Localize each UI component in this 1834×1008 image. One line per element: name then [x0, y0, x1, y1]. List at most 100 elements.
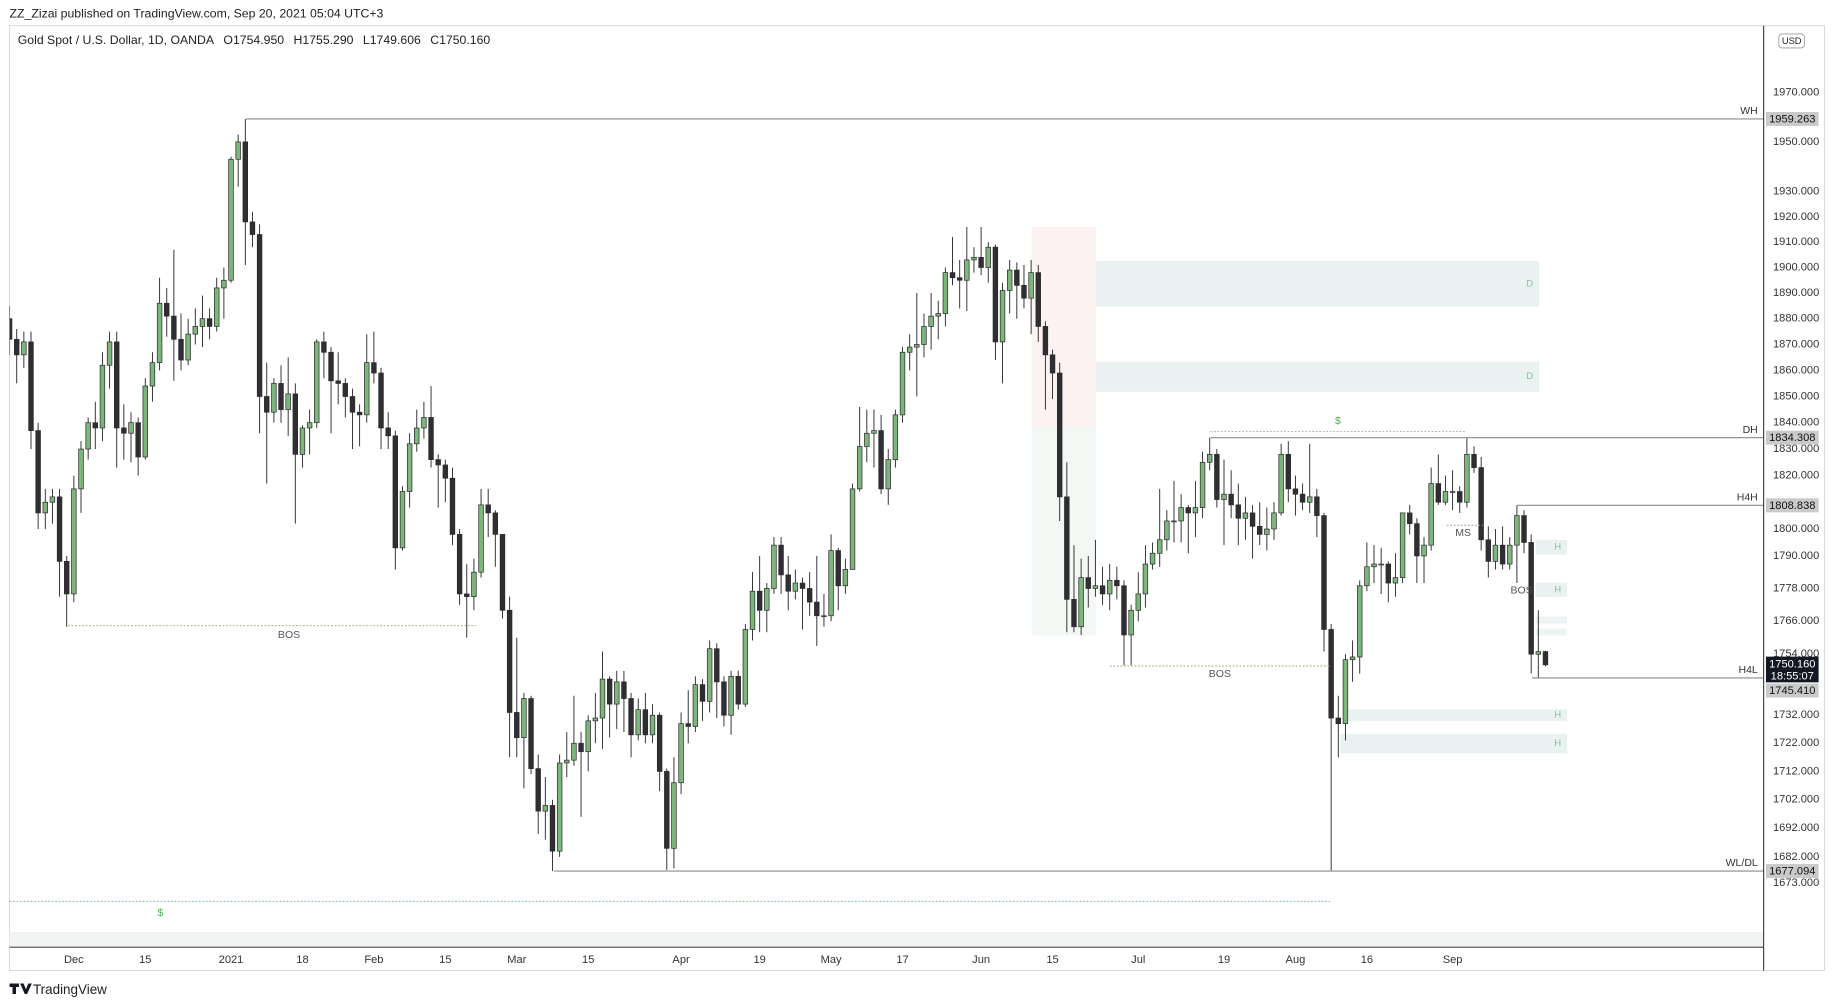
candle-body [28, 341, 34, 431]
x-tick-label: 16 [1361, 954, 1373, 966]
candle-body [1042, 326, 1049, 356]
candle-body [792, 582, 799, 592]
candle-body [228, 158, 234, 281]
x-tick-label: Jun [972, 954, 990, 966]
candle-body [142, 385, 148, 458]
x-tick-label: Dec [64, 954, 84, 966]
x-tick-label: Aug [1286, 954, 1306, 966]
candle-body [871, 430, 877, 434]
level-price-box [1765, 864, 1819, 879]
level-price-box [1765, 683, 1819, 698]
candle-body [1171, 520, 1177, 523]
candle-body [235, 141, 241, 160]
candle-body [635, 709, 641, 736]
candle-body [121, 427, 127, 434]
candle-body [885, 459, 891, 490]
candle-body [1128, 609, 1134, 636]
candle-body [1271, 512, 1277, 530]
x-tick-label: 2021 [219, 954, 244, 966]
zones: D D H H H H [1031, 226, 1568, 754]
candle-body [1378, 563, 1384, 566]
zone [1535, 616, 1568, 624]
candle-body [814, 601, 820, 617]
y-tick-label: 1860.000 [1773, 364, 1819, 376]
candle-body [164, 302, 170, 317]
zone [1535, 582, 1568, 597]
candle-body [899, 351, 906, 416]
countdown: 18:55:07 [1771, 670, 1814, 682]
candle-body [856, 446, 863, 490]
candle-body [671, 782, 677, 849]
candle-body [1257, 525, 1263, 535]
candle-body [1057, 372, 1063, 498]
candle-body [56, 496, 63, 562]
footer-brand: TradingView [33, 982, 107, 997]
candle-body [406, 443, 413, 492]
candle-body [1221, 493, 1227, 500]
candle-body [628, 698, 634, 736]
candle-body [1114, 579, 1120, 587]
candle-body [1242, 512, 1249, 519]
candles [9, 118, 1549, 872]
candle-body [956, 277, 963, 281]
candle-body [585, 720, 591, 753]
structure-label: BOS [1209, 668, 1231, 680]
candle-body [949, 272, 956, 279]
candle-body [1307, 496, 1313, 503]
currency-badge[interactable] [1778, 33, 1805, 49]
candle-body [449, 477, 456, 535]
zone [1348, 709, 1568, 722]
last-price-box [1765, 656, 1819, 683]
candle-body [99, 364, 106, 429]
candle-body [514, 712, 520, 738]
y-tick-label: 1682.000 [1773, 851, 1819, 863]
candle-body [1485, 539, 1492, 562]
candle-body [206, 318, 213, 327]
candle-body [1035, 272, 1041, 327]
candle-body [1507, 544, 1513, 565]
zone-label: H [1554, 710, 1561, 720]
candle-body [964, 259, 970, 281]
x-tick-label: 19 [753, 954, 765, 966]
candle-body [1471, 453, 1477, 468]
candle-body [785, 574, 791, 592]
publisher: ZZ_Zizai published on TradingView.com, S… [10, 6, 384, 20]
legend: Gold Spot / U.S. Dollar, 1D, OANDA O1754.… [18, 33, 491, 47]
candle-body [1499, 544, 1506, 565]
candle-body [1435, 483, 1441, 503]
candle-body [642, 709, 649, 736]
candle-body [749, 590, 756, 630]
candle-body [1278, 453, 1284, 514]
y-tick-label: 1766.000 [1773, 615, 1819, 627]
candle-body [1092, 585, 1099, 589]
candle-body [1428, 483, 1434, 546]
candle-body [171, 315, 177, 340]
candle-body [921, 326, 927, 345]
y-tick-label: 1692.000 [1773, 822, 1819, 834]
candle-body [271, 383, 277, 413]
candle-body [392, 435, 399, 549]
legend-close: C1750.160 [430, 33, 490, 47]
candle-body [1314, 496, 1320, 516]
last-price: 1750.160 [1769, 659, 1815, 671]
candle-body [714, 648, 720, 683]
x-tick-label: 15 [1046, 954, 1058, 966]
candle-body [306, 422, 313, 429]
legend-high: H1755.290 [293, 33, 353, 47]
candle-body [1342, 659, 1349, 724]
candle-body [764, 588, 770, 611]
x-tick-label: May [821, 954, 842, 966]
candle-body [1185, 507, 1191, 514]
y-tick-label: 1800.000 [1773, 523, 1819, 535]
level-name: WH [1740, 105, 1758, 117]
zone-label: H [1554, 584, 1561, 594]
candle-body [249, 221, 256, 235]
level-price-box [1765, 111, 1819, 126]
candle-body [385, 427, 391, 437]
y-tick-label: 1950.000 [1773, 136, 1819, 148]
candle-body [1085, 577, 1091, 589]
level-name: H4L [1738, 664, 1757, 676]
candle-body [928, 315, 934, 327]
candle-body [742, 629, 749, 705]
